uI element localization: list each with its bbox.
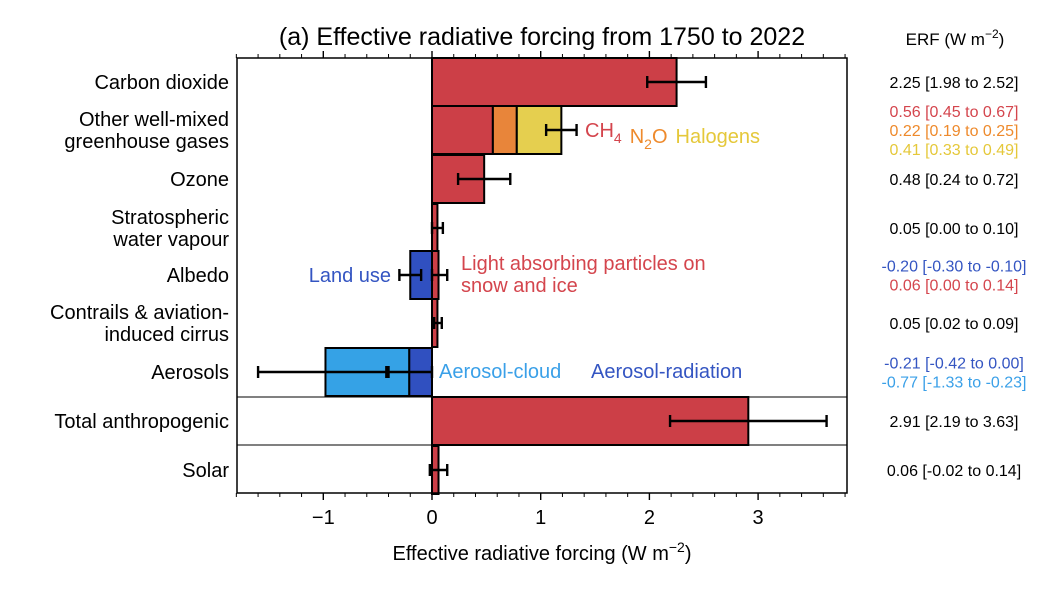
- error-bar-land-use: [398, 269, 423, 281]
- light-absorbing-particles-label: snow and ice: [461, 275, 578, 297]
- inline-label: CH4 N2O Halogens: [585, 120, 760, 152]
- value-text: 2.91 [2.19 to 3.63]: [890, 414, 1019, 431]
- error-bar-total-anthropogenic: [668, 415, 828, 427]
- error-bar-solar: [428, 464, 449, 476]
- error-bars-layer: [256, 76, 828, 476]
- category-label: Contrails & aviation-: [50, 302, 229, 324]
- value-text: 0.48 [0.24 to 0.72]: [890, 172, 1019, 189]
- x-tick-label: 3: [753, 507, 764, 529]
- category-label: Total anthropogenic: [54, 411, 229, 433]
- x-axis-ticks: −1 0 1 2 3: [235, 51, 846, 529]
- value-text: -0.20 [-0.30 to -0.10]: [882, 259, 1027, 276]
- category-label: Stratospheric: [111, 207, 229, 229]
- value-header-exponent: −2: [985, 27, 999, 41]
- category-labels: Carbon dioxide Other well-mixedgreenhouse…: [50, 72, 229, 482]
- bar-n2o: [491, 105, 518, 155]
- value-text: 0.22 [0.19 to 0.25]: [890, 123, 1019, 140]
- x-tick-label: 2: [644, 507, 655, 529]
- bar-ch4: [431, 105, 494, 155]
- x-tick-label: −1: [312, 507, 335, 529]
- x-tick-label: 1: [535, 507, 546, 529]
- bar-halogens: [515, 105, 563, 155]
- category-label: Solar: [182, 460, 229, 482]
- value-text: 0.06 [-0.02 to 0.14]: [887, 463, 1021, 480]
- value-text: 0.41 [0.33 to 0.49]: [890, 142, 1019, 159]
- category-label: Other well-mixed: [79, 109, 229, 131]
- land-use-label: Land use: [309, 265, 391, 287]
- aerosol-radiation-label: Aerosol-radiation: [591, 361, 742, 383]
- axes-box: [236, 57, 848, 494]
- chart-title: (a) Effective radiative forcing from 175…: [279, 23, 805, 51]
- value-text: 2.25 [1.98 to 2.52]: [890, 75, 1019, 92]
- value-text: 0.56 [0.45 to 0.67]: [890, 104, 1019, 121]
- category-label: water vapour: [112, 229, 229, 251]
- error-bar-contrails-aviation-induced-cirrus: [432, 317, 443, 329]
- value-text: -0.21 [-0.42 to 0.00]: [884, 356, 1024, 373]
- value-header-text: ERF (W m: [906, 30, 985, 49]
- bar-carbon-dioxide: [431, 57, 678, 107]
- category-label: Albedo: [167, 265, 229, 287]
- error-bar-aerosol-cloud: [256, 366, 390, 378]
- inline-annotations: CH4 N2O Halogens Land use Light absorbing pa…: [309, 120, 760, 383]
- value-column-header: ERF (W m−2): [906, 27, 1005, 49]
- x-axis-label-text: Effective radiative forcing (W m: [392, 543, 668, 565]
- error-bar-carbon-dioxide: [646, 76, 708, 88]
- aerosol-cloud-label: Aerosol-cloud: [439, 361, 561, 383]
- light-absorbing-particles-label: Light absorbing particles on: [461, 253, 706, 275]
- category-label: Ozone: [170, 169, 229, 191]
- value-text: -0.77 [-1.33 to -0.23]: [882, 375, 1027, 392]
- category-label: greenhouse gases: [64, 131, 229, 153]
- plot-frame: [236, 57, 848, 494]
- value-text: 0.06 [0.00 to 0.14]: [890, 278, 1019, 295]
- value-text: 0.05 [0.00 to 0.10]: [890, 221, 1019, 238]
- x-axis-label: Effective radiative forcing (W m−2): [392, 539, 691, 565]
- category-label: Aerosols: [151, 362, 229, 384]
- x-axis-label-exponent: −2: [669, 539, 685, 555]
- x-tick-label: 0: [426, 507, 437, 529]
- value-column: 2.25 [1.98 to 2.52] 0.56 [0.45 to 0.67] 0.…: [882, 75, 1027, 480]
- error-bar-ozone: [456, 173, 512, 185]
- category-label: induced cirrus: [104, 324, 229, 346]
- category-label: Carbon dioxide: [94, 72, 229, 94]
- value-text: 0.05 [0.02 to 0.09]: [890, 316, 1019, 333]
- error-bar-other-well-mixed-greenhouse-gases: [544, 124, 578, 136]
